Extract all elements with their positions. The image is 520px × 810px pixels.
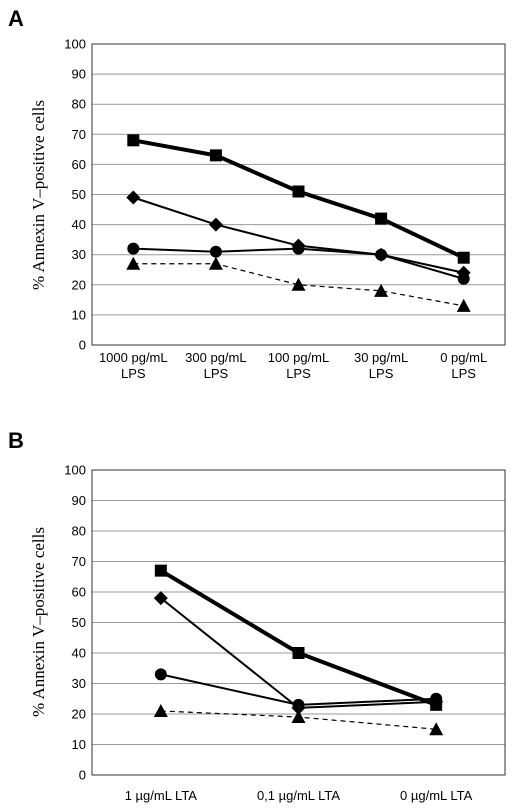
y-tick-label-b-10: 100 bbox=[64, 463, 86, 478]
data-point-b-square-0 bbox=[154, 564, 167, 577]
y-tick-label-b-2: 20 bbox=[72, 707, 86, 722]
y-tick-label-b-5: 50 bbox=[72, 615, 86, 630]
data-point-a-square-2 bbox=[292, 185, 305, 198]
gridlines-a bbox=[92, 43, 505, 316]
data-point-b-triangle-1 bbox=[291, 710, 306, 724]
data-point-a-circle-2 bbox=[292, 242, 305, 255]
y-tick-label-a-0: 0 bbox=[79, 338, 86, 353]
data-point-a-diamond-0 bbox=[126, 190, 141, 205]
data-point-b-triangle-0 bbox=[153, 703, 168, 717]
x-category-label-a-0: 1000 pg/mL LPS bbox=[99, 350, 168, 381]
data-point-b-square-1 bbox=[292, 647, 305, 659]
data-point-b-circle-2 bbox=[430, 692, 443, 705]
y-tick-label-b-7: 70 bbox=[72, 554, 86, 569]
series-a bbox=[126, 134, 471, 312]
x-category-label-b-1: 0,1 µg/mL LTA bbox=[257, 788, 340, 803]
panel-label-b: B bbox=[8, 428, 24, 453]
y-tick-label-a-2: 20 bbox=[72, 277, 86, 292]
x-category-label-a-2: 100 pg/mL LPS bbox=[268, 350, 329, 381]
x-category-label-a-1: 300 pg/mL LPS bbox=[185, 350, 246, 381]
plot-frame-b bbox=[91, 469, 506, 776]
y-ticks-a: 0 10 20 30 40 50 60 70 80 90 100 bbox=[64, 37, 86, 353]
x-category-label-b-0: 1 µg/mL LTA bbox=[125, 788, 198, 803]
x-category-label-a-3: 30 pg/mL LPS bbox=[354, 350, 408, 381]
data-point-a-triangle-4 bbox=[456, 298, 471, 312]
data-point-a-triangle-3 bbox=[374, 283, 389, 297]
data-point-b-triangle-2 bbox=[429, 722, 444, 736]
y-tick-label-b-8: 80 bbox=[72, 524, 86, 539]
y-axis-label-b: % Annexin V–positive cells bbox=[29, 527, 48, 717]
y-tick-label-b-1: 10 bbox=[72, 737, 86, 752]
data-point-a-diamond-1 bbox=[208, 217, 223, 232]
y-tick-label-a-10: 100 bbox=[64, 37, 86, 52]
y-tick-label-b-0: 0 bbox=[79, 768, 86, 783]
y-tick-label-a-9: 90 bbox=[72, 67, 86, 82]
y-tick-label-a-4: 40 bbox=[72, 217, 86, 232]
plot-frame-a bbox=[91, 43, 506, 346]
y-tick-label-a-5: 50 bbox=[72, 187, 86, 202]
y-axis-label-a: % Annexin V–positive cells bbox=[29, 100, 48, 290]
data-point-a-circle-1 bbox=[209, 245, 222, 258]
data-point-a-square-1 bbox=[209, 149, 222, 162]
series-line-a-triangle bbox=[133, 263, 464, 307]
x-categories-a: 1000 pg/mL LPS 300 pg/mL LPS 100 pg/mL LPS 30 … bbox=[99, 350, 487, 381]
data-point-b-diamond-0 bbox=[153, 591, 168, 606]
data-point-a-circle-0 bbox=[127, 242, 140, 255]
chart-panel-a: A % Annexin V–positive cells 0 10 20 30 40 50… bbox=[8, 6, 506, 381]
panel-label-a: A bbox=[8, 6, 24, 31]
series-line-b-square bbox=[159, 568, 437, 707]
x-category-label-a-4: 0 pg/mL LPS bbox=[440, 350, 487, 381]
chart-panel-b: B % Annexin V–positive cells 0 10 20 30 40 50… bbox=[8, 428, 506, 803]
x-category-label-b-2: 0 µg/mL LTA bbox=[400, 788, 473, 803]
y-tick-label-a-8: 80 bbox=[72, 97, 86, 112]
y-tick-label-a-1: 10 bbox=[72, 307, 86, 322]
data-point-a-triangle-0 bbox=[126, 256, 141, 270]
data-point-b-circle-1 bbox=[292, 698, 305, 711]
data-point-a-square-3 bbox=[375, 212, 388, 225]
x-categories-b: 1 µg/mL LTA 0,1 µg/mL LTA 0 µg/mL LTA bbox=[125, 788, 473, 803]
y-tick-label-b-4: 40 bbox=[72, 646, 86, 661]
data-point-a-circle-3 bbox=[375, 248, 388, 261]
data-point-a-triangle-2 bbox=[291, 277, 306, 291]
data-point-a-circle-4 bbox=[457, 272, 470, 285]
y-tick-label-a-6: 60 bbox=[72, 157, 86, 172]
data-point-a-triangle-1 bbox=[208, 256, 223, 270]
data-point-b-circle-0 bbox=[154, 668, 167, 681]
y-tick-label-b-6: 60 bbox=[72, 585, 86, 600]
data-point-a-square-0 bbox=[127, 134, 140, 147]
y-ticks-b: 0 10 20 30 40 50 60 70 80 90 100 bbox=[64, 463, 86, 783]
y-tick-label-b-3: 30 bbox=[72, 676, 86, 691]
data-point-a-square-4 bbox=[457, 251, 470, 264]
y-tick-label-a-3: 30 bbox=[72, 247, 86, 262]
y-tick-label-b-9: 90 bbox=[72, 493, 86, 508]
series-b bbox=[153, 564, 444, 736]
y-tick-label-a-7: 70 bbox=[72, 127, 86, 142]
